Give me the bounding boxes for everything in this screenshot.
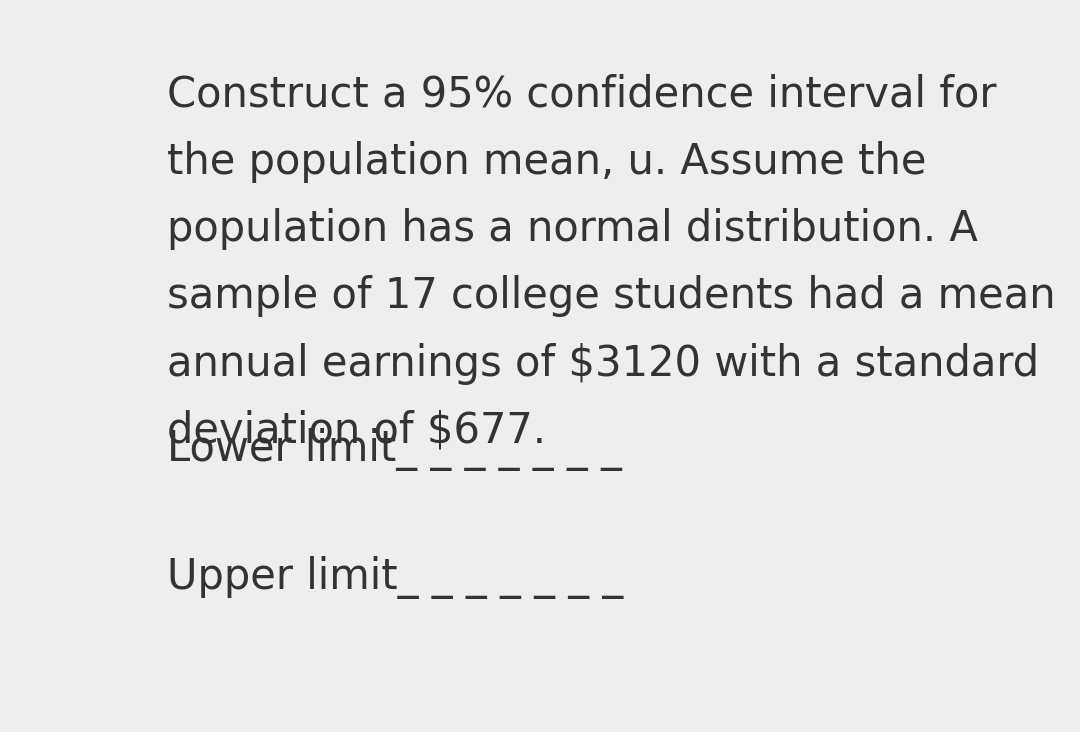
Text: deviation of $677.: deviation of $677.: [167, 410, 546, 452]
Text: Upper limit_ _ _ _ _ _ _: Upper limit_ _ _ _ _ _ _: [167, 556, 623, 600]
Text: sample of 17 college students had a mean: sample of 17 college students had a mean: [167, 275, 1056, 317]
Text: population has a normal distribution. A: population has a normal distribution. A: [167, 208, 978, 250]
Text: annual earnings of $3120 with a standard: annual earnings of $3120 with a standard: [167, 343, 1040, 384]
Text: Construct a 95% confidence interval for: Construct a 95% confidence interval for: [167, 73, 997, 115]
Text: the population mean, u. Assume the: the population mean, u. Assume the: [167, 141, 927, 182]
Text: Lower limit_ _ _ _ _ _ _: Lower limit_ _ _ _ _ _ _: [167, 428, 622, 471]
